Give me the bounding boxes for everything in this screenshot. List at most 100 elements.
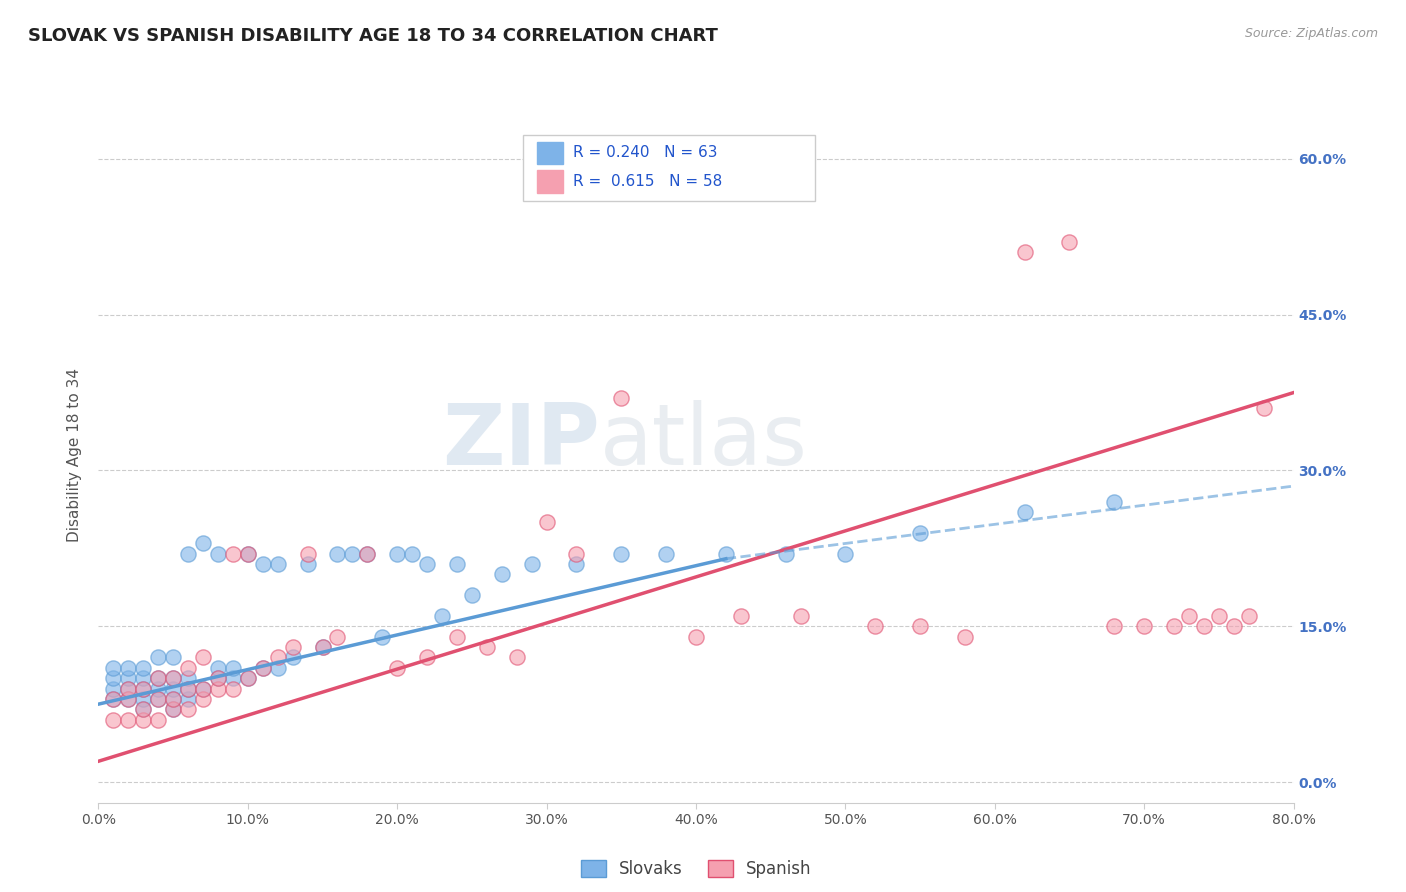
Point [1253, 401, 1275, 416]
Text: atlas: atlas [600, 400, 808, 483]
Point [162, 650, 184, 665]
Bar [537, 170, 564, 193]
Point [908, 619, 931, 633]
Point [610, 547, 633, 561]
Point [789, 608, 811, 623]
Point [103, 692, 125, 706]
Point [103, 681, 125, 696]
Point [297, 557, 319, 571]
Point [1178, 608, 1201, 623]
Point [162, 671, 184, 685]
Point [267, 661, 290, 675]
Point [1192, 619, 1215, 633]
Point [953, 630, 976, 644]
Point [103, 661, 125, 675]
Point [446, 630, 468, 644]
Point [148, 681, 170, 696]
Point [117, 692, 139, 706]
Point [834, 547, 856, 561]
Point [252, 661, 274, 675]
Text: R =  0.615   N = 58: R = 0.615 N = 58 [572, 174, 723, 189]
Point [1104, 494, 1126, 508]
Point [117, 681, 139, 696]
Point [342, 547, 364, 561]
Point [103, 671, 125, 685]
Point [162, 692, 184, 706]
Point [506, 650, 529, 665]
Point [908, 525, 931, 540]
Point [207, 681, 229, 696]
Point [1223, 619, 1246, 633]
Point [865, 619, 887, 633]
Point [132, 692, 155, 706]
Point [401, 547, 423, 561]
Point [191, 536, 214, 550]
Point [117, 661, 139, 675]
Point [236, 547, 259, 561]
Point [207, 661, 229, 675]
Point [311, 640, 333, 654]
Y-axis label: Disability Age 18 to 34: Disability Age 18 to 34 [67, 368, 83, 542]
Point [252, 557, 274, 571]
Point [311, 640, 333, 654]
Point [207, 671, 229, 685]
Point [148, 692, 170, 706]
Legend: Slovaks, Spanish: Slovaks, Spanish [574, 854, 818, 885]
Point [536, 516, 558, 530]
Point [148, 671, 170, 685]
Text: SLOVAK VS SPANISH DISABILITY AGE 18 TO 34 CORRELATION CHART: SLOVAK VS SPANISH DISABILITY AGE 18 TO 3… [28, 27, 718, 45]
Point [148, 671, 170, 685]
Point [1133, 619, 1156, 633]
Point [177, 681, 200, 696]
Point [162, 671, 184, 685]
Point [117, 681, 139, 696]
Point [207, 671, 229, 685]
Text: Source: ZipAtlas.com: Source: ZipAtlas.com [1244, 27, 1378, 40]
Point [191, 650, 214, 665]
Point [117, 713, 139, 727]
Point [297, 547, 319, 561]
Point [1059, 235, 1081, 249]
Point [103, 713, 125, 727]
Point [356, 547, 378, 561]
Point [430, 608, 453, 623]
Point [326, 547, 349, 561]
Point [177, 661, 200, 675]
Point [222, 681, 245, 696]
Point [132, 681, 155, 696]
Point [148, 650, 170, 665]
Point [267, 650, 290, 665]
Point [117, 692, 139, 706]
Point [162, 692, 184, 706]
Point [177, 692, 200, 706]
Point [1014, 245, 1036, 260]
Point [103, 692, 125, 706]
Point [685, 630, 707, 644]
Point [775, 547, 797, 561]
Point [416, 557, 439, 571]
Point [491, 567, 513, 582]
Point [565, 547, 588, 561]
Point [177, 547, 200, 561]
Point [655, 547, 678, 561]
Point [162, 681, 184, 696]
Point [191, 681, 214, 696]
Point [236, 547, 259, 561]
Point [356, 547, 378, 561]
Point [1014, 505, 1036, 519]
Point [162, 702, 184, 716]
Point [177, 671, 200, 685]
Point [191, 681, 214, 696]
Point [326, 630, 349, 644]
Point [281, 650, 304, 665]
Point [207, 547, 229, 561]
Point [148, 692, 170, 706]
Point [132, 702, 155, 716]
Point [148, 713, 170, 727]
Point [162, 702, 184, 716]
Point [1208, 608, 1230, 623]
Point [132, 671, 155, 685]
Text: ZIP: ZIP [443, 400, 600, 483]
Point [117, 671, 139, 685]
Point [281, 640, 304, 654]
